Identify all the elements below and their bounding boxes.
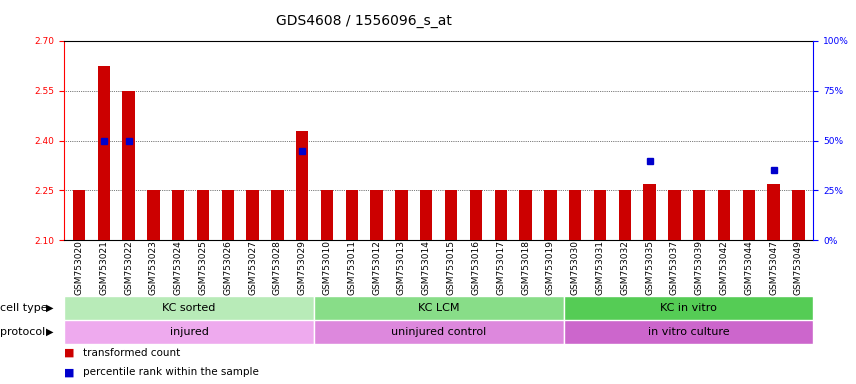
Text: GDS4608 / 1556096_s_at: GDS4608 / 1556096_s_at <box>276 14 452 28</box>
Text: GSM753037: GSM753037 <box>669 240 679 295</box>
Text: GSM753026: GSM753026 <box>223 240 232 295</box>
Text: percentile rank within the sample: percentile rank within the sample <box>83 367 259 377</box>
Text: GSM753019: GSM753019 <box>546 240 555 295</box>
Text: GSM753049: GSM753049 <box>794 240 803 295</box>
Text: GSM753029: GSM753029 <box>298 240 306 295</box>
Text: GSM753042: GSM753042 <box>719 240 728 295</box>
Bar <box>619 190 631 240</box>
Bar <box>767 184 780 240</box>
Bar <box>122 91 135 240</box>
Bar <box>669 190 681 240</box>
Bar <box>594 190 606 240</box>
Text: ■: ■ <box>64 367 74 377</box>
Bar <box>64 296 314 320</box>
Bar <box>445 190 457 240</box>
Bar <box>371 190 383 240</box>
Text: transformed count: transformed count <box>83 348 181 358</box>
Text: GSM753047: GSM753047 <box>769 240 778 295</box>
Text: GSM753012: GSM753012 <box>372 240 381 295</box>
Bar <box>64 320 314 344</box>
Bar <box>73 190 86 240</box>
Text: GSM753030: GSM753030 <box>571 240 580 295</box>
Bar <box>222 190 234 240</box>
Bar <box>247 190 259 240</box>
Text: GSM753020: GSM753020 <box>74 240 84 295</box>
Text: GSM753016: GSM753016 <box>472 240 480 295</box>
Text: GSM753021: GSM753021 <box>99 240 109 295</box>
Text: GSM753010: GSM753010 <box>323 240 331 295</box>
Text: GSM753018: GSM753018 <box>521 240 530 295</box>
Bar <box>644 184 656 240</box>
Text: GSM753044: GSM753044 <box>744 240 753 295</box>
Text: GSM753022: GSM753022 <box>124 240 134 295</box>
Text: GSM753025: GSM753025 <box>199 240 208 295</box>
Bar <box>563 296 813 320</box>
Text: uninjured control: uninjured control <box>391 327 486 337</box>
Text: KC in vitro: KC in vitro <box>660 303 716 313</box>
Bar <box>395 190 407 240</box>
Text: GSM753014: GSM753014 <box>422 240 431 295</box>
Text: in vitro culture: in vitro culture <box>647 327 729 337</box>
Bar <box>271 190 283 240</box>
Bar <box>563 320 813 344</box>
Text: GSM753032: GSM753032 <box>621 240 629 295</box>
Bar <box>495 190 507 240</box>
Text: injured: injured <box>169 327 209 337</box>
Text: GSM753039: GSM753039 <box>694 240 704 295</box>
Bar <box>569 190 581 240</box>
Bar <box>172 190 185 240</box>
Text: GSM753023: GSM753023 <box>149 240 158 295</box>
Bar <box>717 190 730 240</box>
Bar <box>742 190 755 240</box>
Bar <box>470 190 482 240</box>
Text: ■: ■ <box>64 348 74 358</box>
Text: GSM753024: GSM753024 <box>174 240 183 295</box>
Text: GSM753013: GSM753013 <box>397 240 406 295</box>
Text: protocol: protocol <box>0 327 45 337</box>
Bar <box>321 190 333 240</box>
Bar <box>314 320 563 344</box>
Text: cell type: cell type <box>0 303 48 313</box>
Bar <box>296 131 308 240</box>
Text: ▶: ▶ <box>46 327 53 337</box>
Bar <box>420 190 432 240</box>
Text: GSM753015: GSM753015 <box>447 240 455 295</box>
Bar <box>544 190 556 240</box>
Bar <box>346 190 358 240</box>
Bar <box>520 190 532 240</box>
Bar <box>147 190 160 240</box>
Text: GSM753035: GSM753035 <box>645 240 654 295</box>
Bar <box>792 190 805 240</box>
Text: KC sorted: KC sorted <box>163 303 216 313</box>
Text: GSM753027: GSM753027 <box>248 240 257 295</box>
Text: GSM753017: GSM753017 <box>496 240 505 295</box>
Bar <box>314 296 563 320</box>
Bar <box>98 66 110 240</box>
Text: GSM753031: GSM753031 <box>596 240 604 295</box>
Bar <box>197 190 209 240</box>
Text: KC LCM: KC LCM <box>418 303 460 313</box>
Bar <box>693 190 705 240</box>
Text: GSM753028: GSM753028 <box>273 240 282 295</box>
Text: GSM753011: GSM753011 <box>348 240 356 295</box>
Text: ▶: ▶ <box>46 303 53 313</box>
